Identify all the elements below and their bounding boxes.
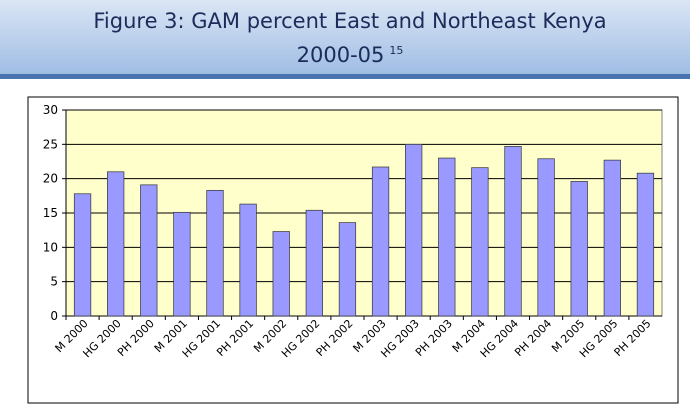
y-tick-label: 5 <box>50 275 58 289</box>
bar <box>239 203 257 317</box>
bar <box>570 181 588 317</box>
bar <box>471 167 489 317</box>
y-tick-label: 25 <box>43 137 58 151</box>
bar <box>107 171 125 317</box>
y-tick-label: 10 <box>43 240 58 254</box>
y-tick-label: 20 <box>43 172 58 186</box>
bar <box>173 211 191 317</box>
bar <box>504 146 522 317</box>
bar <box>73 193 92 317</box>
bar <box>140 184 158 317</box>
y-tick-label: 30 <box>43 103 58 117</box>
bar <box>636 172 655 317</box>
chart-title: Figure 3: GAM percent East and Northeast… <box>93 9 607 67</box>
y-tick-label: 0 <box>50 309 58 323</box>
bar <box>272 231 290 317</box>
bar <box>603 159 621 317</box>
bar <box>405 143 423 317</box>
bar <box>537 158 555 317</box>
bar <box>338 222 357 317</box>
bar <box>371 166 390 317</box>
footnote: 15 <box>389 44 404 57</box>
title-block: Figure 3: GAM percent East and Northeast… <box>70 6 630 70</box>
bar <box>305 209 323 317</box>
bar <box>438 157 456 317</box>
header-banner: Figure 3: GAM percent East and Northeast… <box>0 0 690 79</box>
bar <box>206 189 224 317</box>
y-tick-label: 15 <box>43 206 58 220</box>
